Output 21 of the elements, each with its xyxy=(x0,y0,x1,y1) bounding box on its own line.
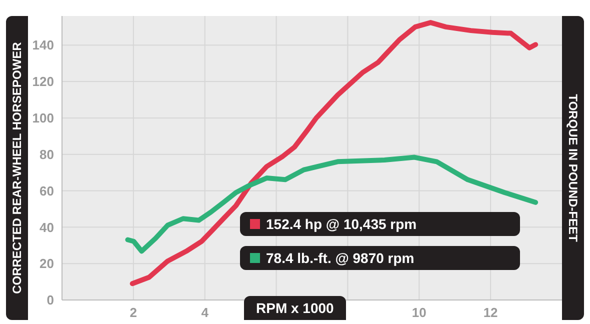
side-panel: CORRECTED REAR-WHEEL HORSEPOWER xyxy=(6,16,28,320)
y-tick-label: 40 xyxy=(40,220,54,235)
caption-box: 78.4 lb.-ft. @ 9870 rpm xyxy=(240,246,520,270)
x-tick-label: 4 xyxy=(201,305,210,320)
y-tick-label: 120 xyxy=(32,74,54,90)
y-tick-label: 60 xyxy=(40,183,54,198)
y2-axis-title: TORQUE IN POUND-FEET xyxy=(566,94,580,242)
x-tick-label: 12 xyxy=(483,305,498,320)
side-panel: TORQUE IN POUND-FEET xyxy=(562,16,584,320)
y-axis-title: CORRECTED REAR-WHEEL HORSEPOWER xyxy=(10,42,24,294)
x-tick-label: 10 xyxy=(412,305,426,320)
y-tick-label: 20 xyxy=(40,256,54,272)
y-tick-label: 100 xyxy=(32,110,54,126)
y-tick-label: 140 xyxy=(32,38,54,53)
legend-label: 152.4 hp @ 10,435 rpm xyxy=(266,216,417,232)
legend-label: 78.4 lb.-ft. @ 9870 rpm xyxy=(266,250,414,266)
caption-box: 152.4 hp @ 10,435 rpm xyxy=(240,212,520,236)
x-tick-label: 2 xyxy=(130,305,138,320)
y-tick-label: 80 xyxy=(40,146,54,162)
caption-box: RPM x 1000 xyxy=(244,296,346,320)
y-tick-label: 0 xyxy=(46,292,54,308)
